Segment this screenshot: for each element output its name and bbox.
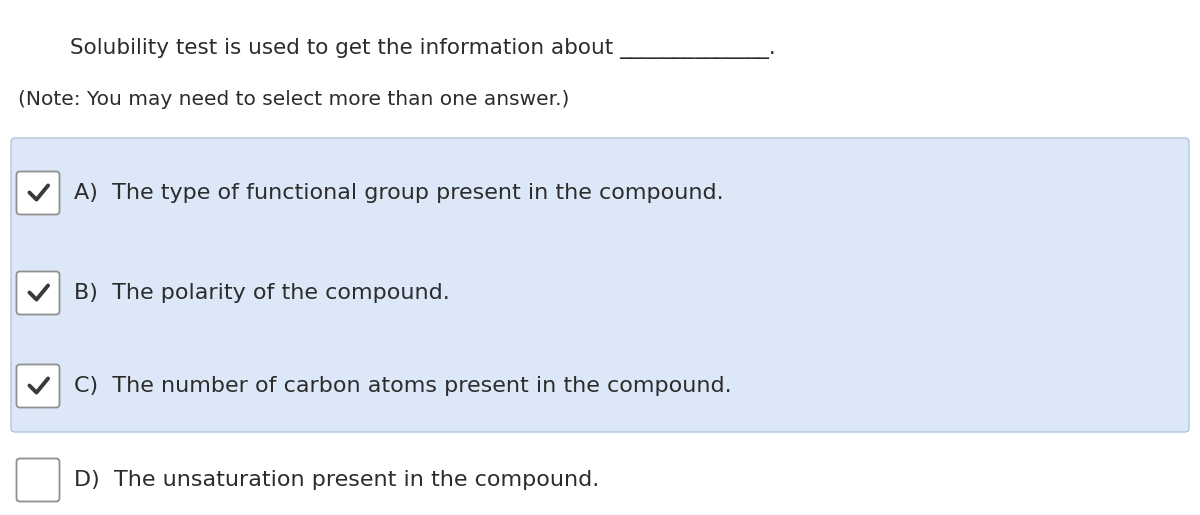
FancyBboxPatch shape (17, 365, 60, 407)
FancyBboxPatch shape (11, 138, 1189, 432)
FancyBboxPatch shape (17, 271, 60, 315)
Text: B)  The polarity of the compound.: B) The polarity of the compound. (74, 283, 450, 303)
Text: A)  The type of functional group present in the compound.: A) The type of functional group present … (74, 183, 724, 203)
Text: (Note: You may need to select more than one answer.): (Note: You may need to select more than … (18, 90, 569, 109)
Text: D)  The unsaturation present in the compound.: D) The unsaturation present in the compo… (74, 470, 599, 490)
FancyBboxPatch shape (17, 171, 60, 215)
Text: Solubility test is used to get the information about ______________.: Solubility test is used to get the infor… (70, 38, 775, 59)
FancyBboxPatch shape (17, 458, 60, 502)
Text: C)  The number of carbon atoms present in the compound.: C) The number of carbon atoms present in… (74, 376, 732, 396)
